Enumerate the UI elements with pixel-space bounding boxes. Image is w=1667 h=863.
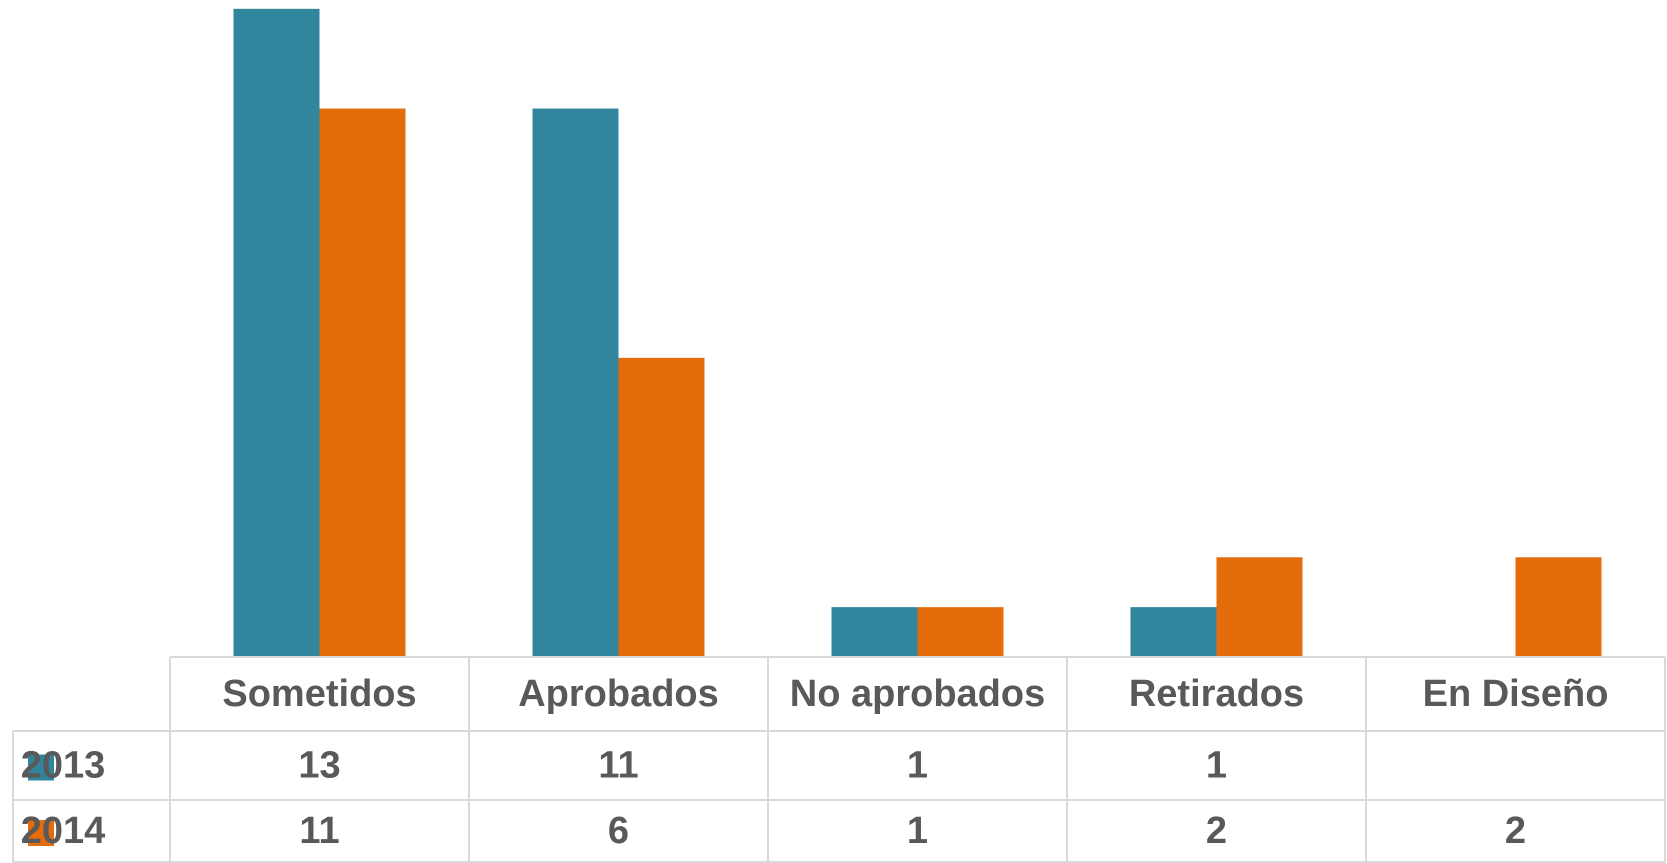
bar — [1216, 557, 1303, 657]
category-label: No aprobados — [790, 673, 1045, 715]
table-value: 11 — [598, 745, 638, 787]
bar — [233, 8, 320, 657]
category-label: En Diseño — [1423, 673, 1609, 715]
table-value: 1 — [1206, 745, 1227, 787]
legend-label: 2014 — [21, 810, 106, 852]
bar — [1130, 607, 1217, 657]
bar — [618, 357, 705, 657]
legend-label: 2013 — [21, 745, 106, 787]
table-value: 11 — [299, 810, 339, 852]
table-value: 2 — [1206, 810, 1227, 852]
bar — [831, 607, 918, 657]
bar — [319, 108, 406, 658]
bar — [1515, 557, 1602, 657]
table-value: 1 — [907, 745, 928, 787]
table-value: 1 — [907, 810, 928, 852]
bar — [917, 607, 1004, 657]
table-value: 2 — [1505, 810, 1526, 852]
category-label: Retirados — [1129, 673, 1304, 715]
legend-swatch — [28, 820, 54, 846]
table-value: 6 — [608, 810, 629, 852]
table-value: 13 — [298, 745, 340, 787]
category-label: Sometidos — [222, 673, 416, 715]
category-label: Aprobados — [518, 673, 719, 715]
legend-swatch — [28, 754, 54, 781]
bar — [532, 108, 619, 658]
